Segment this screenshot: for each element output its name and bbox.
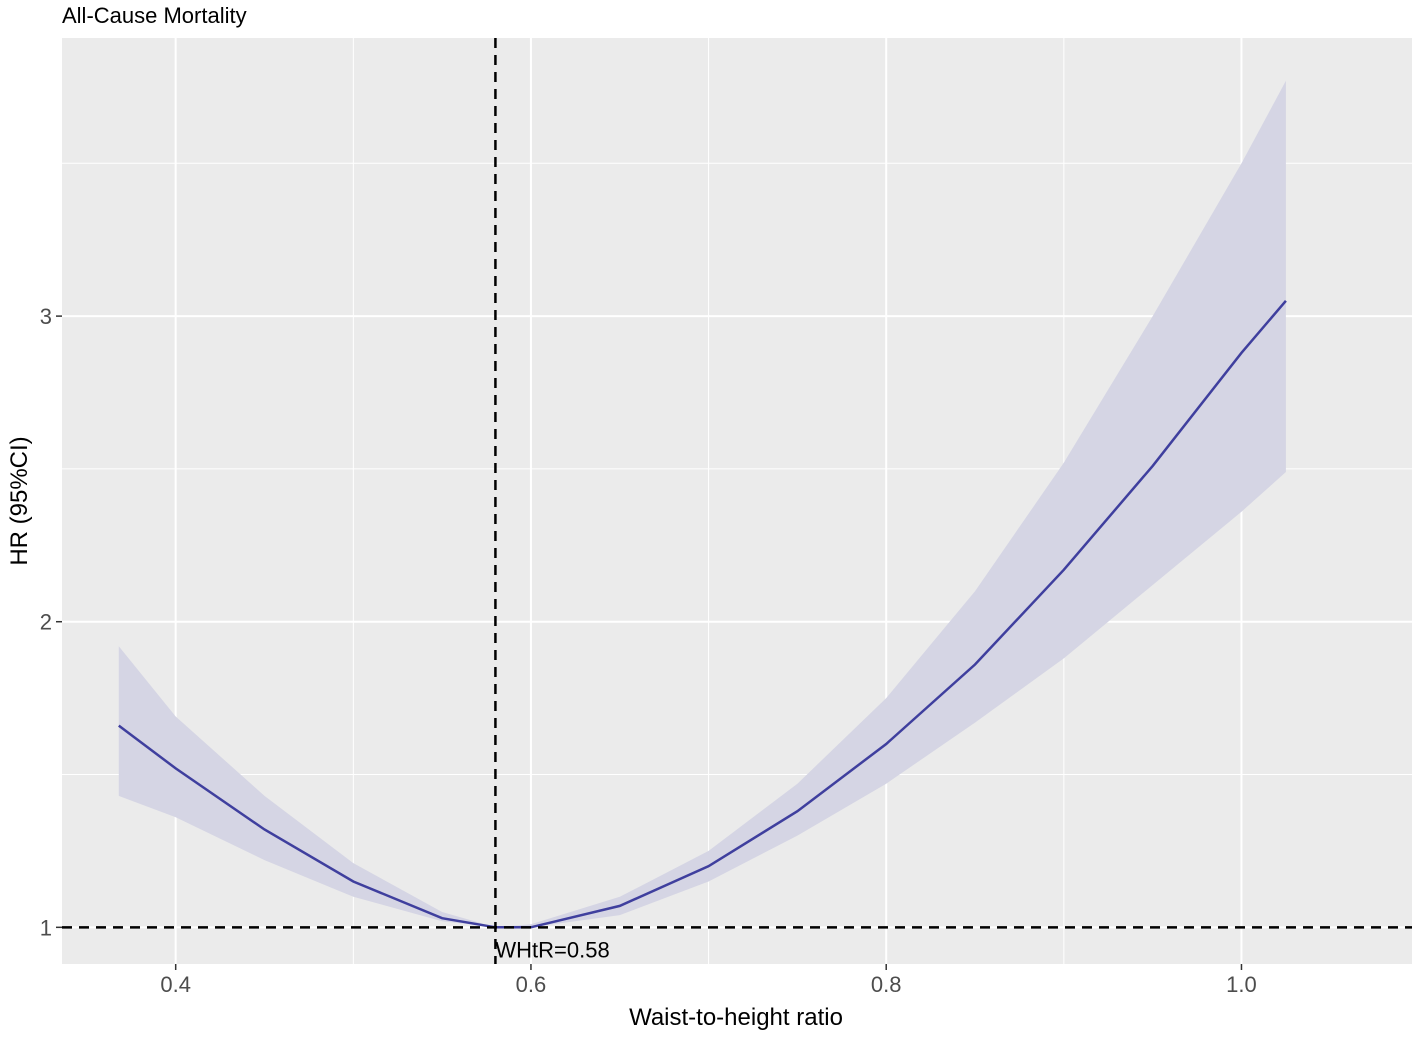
y-axis-title: HR (95%CI)	[6, 436, 33, 565]
y-axis: 1 2 3	[40, 304, 62, 940]
y-tick-label: 2	[40, 610, 52, 635]
ci-band	[118, 80, 1286, 928]
y-tick-label: 3	[40, 304, 52, 329]
x-tick-label: 0.8	[871, 972, 902, 997]
x-tick-label: 1.0	[1226, 972, 1257, 997]
annotation-label: WHtR=0.58	[495, 937, 609, 962]
hr-line	[118, 299, 1287, 929]
x-axis-title: Waist-to-height ratio	[629, 1004, 843, 1031]
x-tick-label: 0.6	[516, 972, 547, 997]
chart-title: All-Cause Mortality	[62, 3, 247, 28]
x-tick-label: 0.4	[160, 972, 191, 997]
y-tick-label: 1	[40, 915, 52, 940]
x-axis: 0.4 0.6 0.8 1.0	[160, 964, 1257, 997]
